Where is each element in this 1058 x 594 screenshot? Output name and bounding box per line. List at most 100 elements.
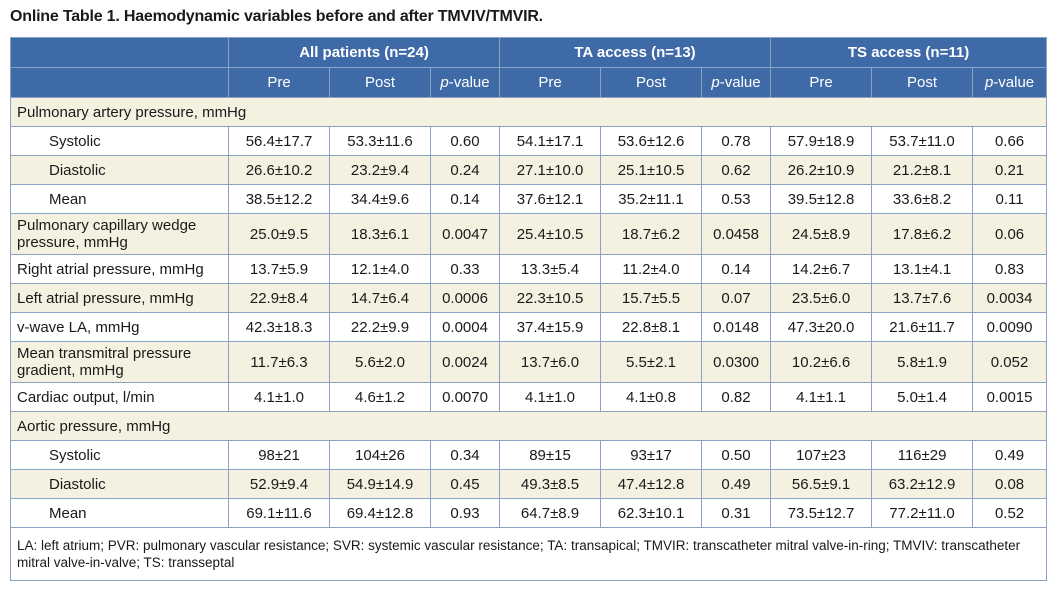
value-cell: 4.1±0.8 xyxy=(600,382,703,412)
table-row: Diastolic 52.9±9.4 54.9±14.9 0.45 49.3±8.5 47… xyxy=(10,469,1048,499)
p-value-cell: 0.052 xyxy=(972,341,1048,383)
sub-header-post: Post xyxy=(600,67,703,98)
p-italic: p xyxy=(440,74,449,91)
p-value-cell: 0.0015 xyxy=(972,382,1048,412)
value-cell: 34.4±9.6 xyxy=(329,184,431,214)
value-cell: 89±15 xyxy=(499,440,602,470)
p-value-cell: 0.50 xyxy=(701,440,772,470)
section-label: Pulmonary artery pressure, mmHg xyxy=(9,97,1048,127)
row-label: Left atrial pressure, mmHg xyxy=(10,283,229,313)
value-cell: 5.6±2.0 xyxy=(329,341,431,383)
p-value-cell: 0.21 xyxy=(972,155,1048,185)
p-value-cell: 0.11 xyxy=(972,184,1048,214)
sub-header-p-value: p-value xyxy=(972,67,1048,98)
p-value-cell: 0.0458 xyxy=(701,213,772,255)
sub-header-p-value: p-value xyxy=(429,67,501,98)
row-label: Mean xyxy=(10,498,229,528)
value-cell: 5.8±1.9 xyxy=(871,341,974,383)
p-value-cell: 0.0006 xyxy=(429,283,501,313)
header-blank-cell xyxy=(10,37,229,68)
group-header-all: All patients (n=24) xyxy=(227,37,501,68)
group-header-ta: TA access (n=13) xyxy=(499,37,772,68)
value-cell: 54.9±14.9 xyxy=(329,469,431,499)
p-value-cell: 0.0047 xyxy=(429,213,501,255)
value-cell: 53.7±11.0 xyxy=(871,126,974,156)
value-cell: 25.1±10.5 xyxy=(600,155,703,185)
value-cell: 47.4±12.8 xyxy=(600,469,703,499)
value-cell: 38.5±12.2 xyxy=(228,184,330,214)
p-value-cell: 0.53 xyxy=(701,184,772,214)
row-label: Systolic xyxy=(10,440,229,470)
sub-header-p-value: p-value xyxy=(701,67,772,98)
p-value-cell: 0.0004 xyxy=(429,312,501,342)
table-row: Right atrial pressure, mmHg 13.7±5.9 12.1±… xyxy=(10,254,1048,284)
p-value-cell: 0.06 xyxy=(972,213,1048,255)
value-cell: 22.3±10.5 xyxy=(499,283,602,313)
sub-header-row: Pre Post p-value Pre Post p-value Pre Post p-val… xyxy=(10,67,1048,98)
value-cell: 17.8±6.2 xyxy=(871,213,974,255)
value-cell: 52.9±9.4 xyxy=(228,469,330,499)
value-cell: 11.2±4.0 xyxy=(600,254,703,284)
value-cell: 27.1±10.0 xyxy=(499,155,602,185)
p-value-cell: 0.62 xyxy=(701,155,772,185)
value-cell: 13.7±5.9 xyxy=(228,254,330,284)
value-cell: 11.7±6.3 xyxy=(228,341,330,383)
value-cell: 64.7±8.9 xyxy=(499,498,602,528)
table-caption: Online Table 1. Haemodynamic variables b… xyxy=(10,8,543,25)
table-row: Mean 38.5±12.2 34.4±9.6 0.14 37.6±12.1 35.2±1… xyxy=(10,184,1048,214)
value-cell: 26.2±10.9 xyxy=(770,155,873,185)
value-cell: 13.7±6.0 xyxy=(499,341,602,383)
p-suffix: -value xyxy=(993,74,1035,91)
row-label: Cardiac output, l/min xyxy=(10,382,229,412)
p-value-cell: 0.07 xyxy=(701,283,772,313)
table-row: Mean 69.1±11.6 69.4±12.8 0.93 64.7±8.9 62.3±1… xyxy=(10,498,1048,528)
value-cell: 4.6±1.2 xyxy=(329,382,431,412)
row-label: Mean xyxy=(10,184,229,214)
value-cell: 4.1±1.1 xyxy=(770,382,873,412)
footnote-row: LA: left atrium; PVR: pulmonary vascular… xyxy=(9,527,1048,581)
value-cell: 104±26 xyxy=(329,440,431,470)
p-italic: p xyxy=(984,74,994,91)
value-cell: 24.5±8.9 xyxy=(770,213,873,255)
section-row: Aortic pressure, mmHg xyxy=(9,411,1048,441)
value-cell: 13.7±7.6 xyxy=(871,283,974,313)
table-row: Mean transmitral pressure gradient, mmHg… xyxy=(10,341,1048,383)
value-cell: 13.1±4.1 xyxy=(871,254,974,284)
row-label: Right atrial pressure, mmHg xyxy=(10,254,229,284)
p-value-cell: 0.0034 xyxy=(972,283,1048,313)
table-row: Pulmonary capillary wedge pressure, mmHg… xyxy=(10,213,1048,255)
value-cell: 5.0±1.4 xyxy=(871,382,974,412)
sub-header-post: Post xyxy=(329,67,431,98)
value-cell: 77.2±11.0 xyxy=(871,498,974,528)
value-cell: 22.9±8.4 xyxy=(228,283,330,313)
value-cell: 12.1±4.0 xyxy=(329,254,431,284)
value-cell: 18.3±6.1 xyxy=(329,213,431,255)
table-row: Systolic 56.4±17.7 53.3±11.6 0.60 54.1±17.1 5… xyxy=(10,126,1048,156)
value-cell: 116±29 xyxy=(871,440,974,470)
p-value-cell: 0.78 xyxy=(701,126,772,156)
value-cell: 4.1±1.0 xyxy=(499,382,602,412)
group-header-row: All patients (n=24) TA access (n=13) TS … xyxy=(10,37,1048,68)
p-value-cell: 0.49 xyxy=(701,469,772,499)
value-cell: 56.4±17.7 xyxy=(228,126,330,156)
p-italic: p xyxy=(711,74,720,91)
value-cell: 14.2±6.7 xyxy=(770,254,873,284)
value-cell: 107±23 xyxy=(770,440,873,470)
value-cell: 69.1±11.6 xyxy=(228,498,330,528)
header-blank-cell xyxy=(10,67,229,98)
p-value-cell: 0.83 xyxy=(972,254,1048,284)
section-row: Pulmonary artery pressure, mmHg xyxy=(9,97,1048,127)
table-row: Left atrial pressure, mmHg 22.9±8.4 14.7±6… xyxy=(10,283,1048,313)
row-label: Diastolic xyxy=(10,155,229,185)
p-value-cell: 0.08 xyxy=(972,469,1048,499)
p-value-cell: 0.31 xyxy=(701,498,772,528)
value-cell: 53.3±11.6 xyxy=(329,126,431,156)
p-value-cell: 0.93 xyxy=(429,498,501,528)
value-cell: 63.2±12.9 xyxy=(871,469,974,499)
p-value-cell: 0.24 xyxy=(429,155,501,185)
table-row: v-wave LA, mmHg 42.3±18.3 22.2±9.9 0.0004 37… xyxy=(10,312,1048,342)
section-label: Aortic pressure, mmHg xyxy=(9,411,1048,441)
sub-header-pre: Pre xyxy=(770,67,873,98)
value-cell: 26.6±10.2 xyxy=(228,155,330,185)
p-value-cell: 0.0300 xyxy=(701,341,772,383)
